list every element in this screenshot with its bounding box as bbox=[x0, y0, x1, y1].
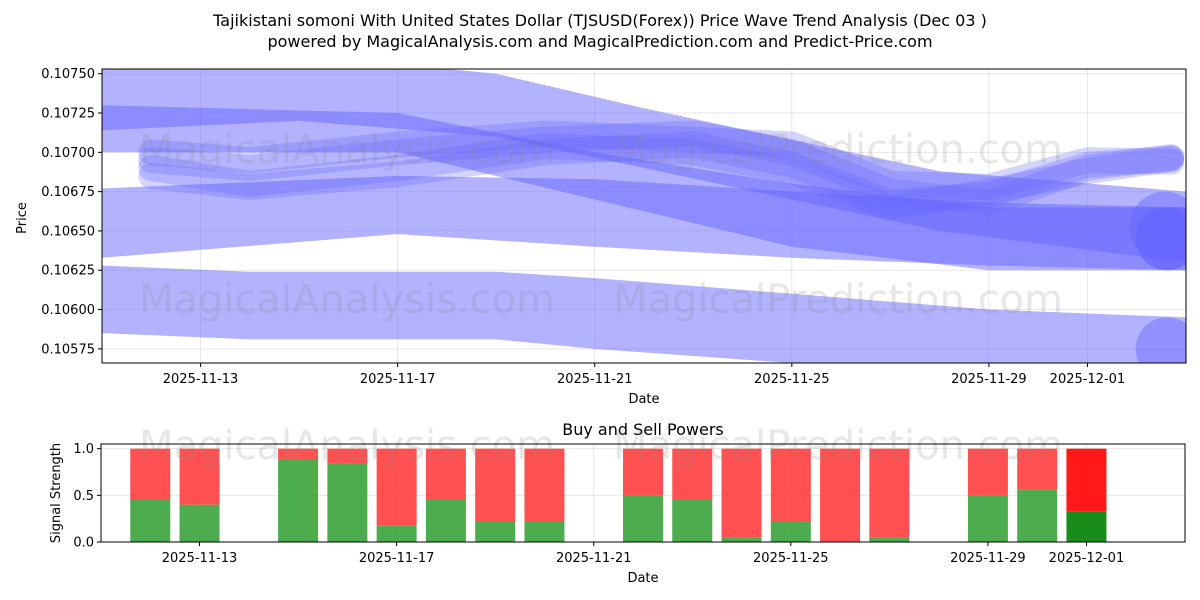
signal-x-tick-label: 2025-11-25 bbox=[753, 551, 829, 566]
price-wave-panel: MagicalAnalysis.com MagicalPrediction.co… bbox=[15, 67, 1187, 407]
signal-x-axis-label: Date bbox=[627, 571, 658, 586]
watermark-prediction: MagicalPrediction.com bbox=[613, 127, 1063, 173]
sell-bar bbox=[1017, 448, 1058, 490]
sell-bar bbox=[327, 448, 368, 464]
price-x-axis-label: Date bbox=[628, 392, 659, 407]
signal-y-tick-label: 0.0 bbox=[73, 536, 94, 551]
sell-bar bbox=[376, 448, 417, 526]
price-x-tick-label: 2025-11-29 bbox=[951, 372, 1027, 387]
buy-bar bbox=[623, 495, 663, 542]
chart-title: Tajikistani somoni With United States Do… bbox=[212, 11, 987, 30]
signal-x-tick-label: 2025-12-01 bbox=[1049, 551, 1125, 566]
watermark-analysis: MagicalAnalysis.com bbox=[139, 127, 555, 173]
price-y-tick-label: 0.10600 bbox=[41, 303, 95, 318]
chart-subtitle: powered by MagicalAnalysis.com and Magic… bbox=[267, 32, 932, 51]
signal-y-tick-label: 1.0 bbox=[73, 442, 94, 457]
signal-y-ticks: 0.0 0.5 1.0 bbox=[73, 442, 101, 551]
sell-bar bbox=[130, 448, 171, 500]
buy-bar bbox=[327, 463, 368, 542]
signal-title: Buy and Sell Powers bbox=[562, 420, 724, 439]
price-x-tick-label: 2025-11-17 bbox=[360, 372, 436, 387]
price-y-tick-label: 0.10725 bbox=[41, 107, 95, 122]
watermark-prediction-2: MagicalPrediction.com bbox=[613, 277, 1063, 323]
buy-bar bbox=[770, 521, 811, 542]
buy-bar bbox=[376, 525, 417, 542]
buy-bar bbox=[278, 458, 319, 542]
price-waves bbox=[138, 120, 1185, 221]
sell-bar bbox=[967, 448, 1008, 496]
sell-bar bbox=[721, 448, 762, 538]
price-x-tick-label: 2025-11-21 bbox=[557, 372, 633, 387]
price-y-tick-label: 0.10750 bbox=[41, 67, 95, 82]
price-y-tick-label: 0.10675 bbox=[41, 185, 95, 200]
buy-bar bbox=[425, 500, 466, 542]
price-y-tick-label: 0.10650 bbox=[41, 224, 95, 239]
sell-bar bbox=[672, 448, 713, 500]
sell-bar bbox=[770, 448, 811, 522]
signal-x-tick-label: 2025-11-17 bbox=[359, 551, 435, 566]
watermark-analysis-2: MagicalAnalysis.com bbox=[139, 277, 555, 323]
price-band-cap bbox=[1135, 317, 1186, 363]
signal-x-tick-label: 2025-11-21 bbox=[556, 551, 632, 566]
buy-bar bbox=[869, 537, 910, 542]
price-x-tick-label: 2025-12-01 bbox=[1050, 372, 1126, 387]
buy-bar bbox=[1017, 489, 1058, 542]
watermark-prediction-3: MagicalPrediction.com bbox=[613, 423, 1063, 469]
buy-bar bbox=[130, 500, 171, 542]
buy-bar bbox=[524, 521, 565, 542]
price-y-axis-label: Price bbox=[15, 202, 30, 234]
sell-bar bbox=[869, 448, 910, 538]
buy-bar bbox=[475, 521, 516, 542]
signal-plot-frame bbox=[100, 443, 1186, 543]
signal-x-tick-label: 2025-11-13 bbox=[162, 551, 238, 566]
buy-bar bbox=[721, 537, 762, 542]
signal-y-tick-label: 0.5 bbox=[73, 489, 94, 504]
sell-bar bbox=[278, 448, 319, 459]
price-plot-frame bbox=[101, 68, 1187, 364]
signal-panel: Buy and Sell Powers MagicalAnalysis.com … bbox=[49, 420, 1186, 586]
sell-bar bbox=[475, 448, 516, 522]
buy-bar bbox=[967, 495, 1008, 542]
price-wave-4 bbox=[138, 133, 1185, 221]
signal-bars bbox=[130, 448, 1107, 542]
price-wave-2 bbox=[138, 131, 1185, 216]
sell-bar bbox=[820, 448, 861, 542]
watermark-analysis-3: MagicalAnalysis.com bbox=[139, 423, 555, 469]
signal-y-axis-label: Signal Strength bbox=[49, 443, 64, 543]
price-y-tick-label: 0.10700 bbox=[41, 146, 95, 161]
signal-x-ticks: 2025-11-13 2025-11-17 2025-11-21 2025-11-25… bbox=[162, 542, 1124, 566]
sell-bar bbox=[1066, 448, 1107, 512]
price-y-ticks: 0.10575 0.10600 0.10625 0.10650 0.10675 0.107… bbox=[41, 67, 102, 357]
price-y-tick-label: 0.10575 bbox=[41, 342, 95, 357]
buy-bar bbox=[1066, 511, 1107, 542]
sell-bar bbox=[524, 448, 565, 522]
price-y-tick-label: 0.10625 bbox=[41, 264, 95, 279]
price-wave-1 bbox=[138, 120, 1185, 216]
signal-x-tick-label: 2025-11-29 bbox=[950, 551, 1026, 566]
price-x-tick-label: 2025-11-25 bbox=[754, 372, 830, 387]
price-bands bbox=[102, 69, 1186, 363]
price-band-middle-wave bbox=[102, 175, 1186, 271]
price-band-cap bbox=[1135, 207, 1186, 271]
sell-bar bbox=[425, 448, 466, 500]
buy-bar bbox=[179, 504, 220, 542]
price-band-lower-wave bbox=[102, 265, 1186, 363]
price-wave-3 bbox=[138, 120, 1185, 200]
buy-bar bbox=[672, 500, 713, 542]
sell-bar bbox=[623, 448, 663, 496]
price-x-tick-label: 2025-11-13 bbox=[163, 372, 239, 387]
sell-bar bbox=[179, 448, 220, 505]
price-x-ticks: 2025-11-13 2025-11-17 2025-11-21 2025-11-25… bbox=[163, 363, 1125, 387]
